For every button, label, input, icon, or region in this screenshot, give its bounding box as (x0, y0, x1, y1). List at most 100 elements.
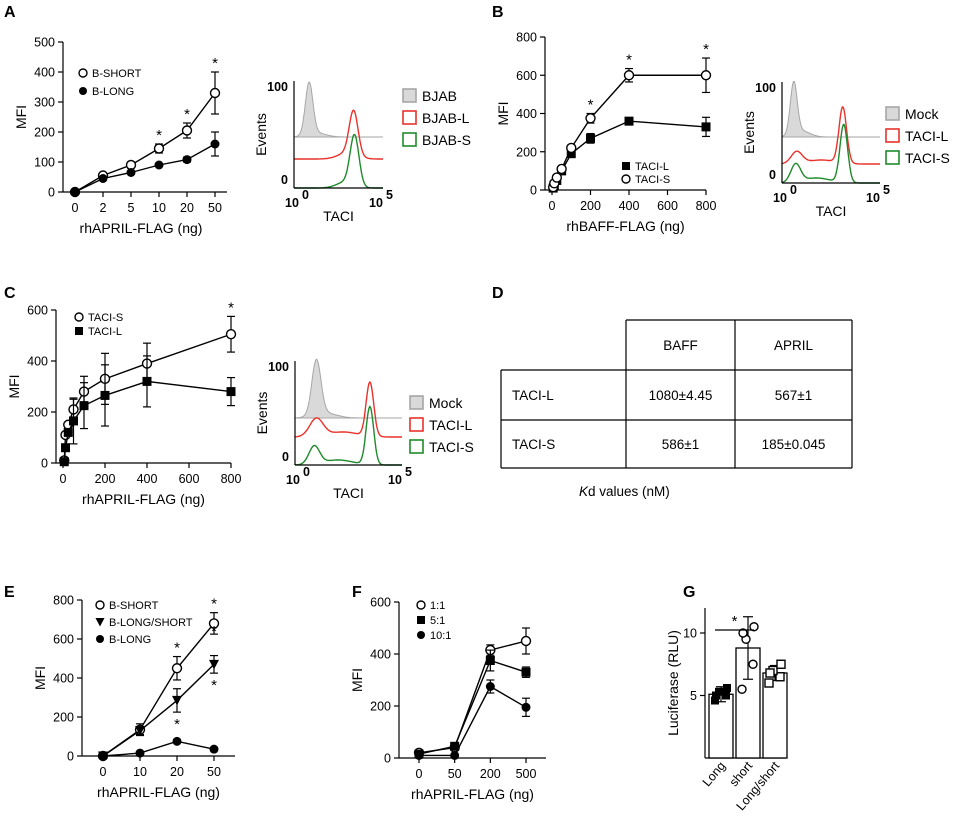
data-point (79, 401, 89, 411)
y-tick-label: 100 (34, 156, 55, 170)
table-header-april: APRIL (774, 338, 814, 353)
legend-marker (95, 600, 105, 610)
data-point (764, 678, 774, 688)
panel-label-g: G (683, 584, 695, 601)
data-point (738, 628, 748, 638)
y-tick-label: 800 (53, 594, 74, 608)
table-cell: 586±1 (662, 437, 699, 452)
kd-table: BAFF APRIL TACI-L 1080±4.45 567±1 TACI-S 586±1… (500, 319, 853, 499)
y-tick-label: 200 (53, 711, 74, 725)
histogram-red (781, 106, 880, 165)
hist-x-left-exp: 0 (303, 465, 310, 479)
legend-label: B-LONG (92, 86, 134, 98)
hist-y-top-label: 100 (755, 81, 776, 95)
legend-swatch-red (885, 128, 900, 143)
y-tick-label: 200 (370, 700, 391, 714)
legend-marker (78, 68, 88, 78)
hist-x-right-label: 10 (388, 473, 402, 487)
y-tick-label: 0 (48, 186, 55, 200)
panel-label-b: B (492, 4, 504, 21)
x-tick-label: 0 (100, 765, 107, 779)
hist-legend: BJAB BJAB-L BJAB-S (402, 88, 471, 148)
significance-star: * (156, 127, 162, 144)
data-point (776, 659, 786, 669)
hist-x-right-label: 10 (866, 191, 880, 205)
data-point (181, 125, 193, 136)
hist-y-axis-label: Events (253, 113, 269, 156)
series-line (552, 74, 706, 188)
data-point (700, 70, 712, 81)
bar-long (708, 693, 734, 759)
legend-marker (95, 618, 105, 627)
x-tick-label: 500 (516, 767, 537, 781)
data-point (225, 329, 237, 340)
legend-label: TACI-L (429, 417, 473, 433)
data-point (485, 656, 495, 665)
table-row-label: TACI-S (512, 437, 555, 452)
x-tick-label: 50 (448, 767, 462, 781)
x-tick-label: 800 (696, 199, 717, 213)
y-tick-label: 400 (27, 355, 48, 369)
legend-label: B-SHORT (92, 68, 142, 80)
data-point (737, 684, 747, 694)
data-point (450, 741, 460, 751)
data-point (521, 702, 531, 712)
x-axis-label: rhAPRIL-FLAG (ng) (411, 786, 534, 802)
legend-swatch-gray (409, 395, 424, 410)
series-line (419, 685, 527, 757)
data-point (566, 149, 576, 159)
data-point (450, 750, 460, 760)
panel-label-f: F (352, 584, 362, 601)
significance-star: * (174, 640, 180, 657)
data-point (100, 390, 110, 400)
legend-marker (417, 616, 425, 624)
data-point (182, 155, 192, 165)
legend-label: TACI-L (635, 161, 669, 173)
hist-y-bottom-label: 0 (282, 450, 289, 464)
histogram-gray (294, 358, 402, 419)
table-cell: 567±1 (775, 388, 812, 403)
y-tick-label: 200 (27, 406, 48, 420)
x-tick-label: 600 (657, 199, 678, 213)
hist-x-right-label: 10 (369, 196, 383, 210)
data-point (749, 622, 759, 632)
legend-label: TACI-S (429, 439, 474, 455)
table-caption: Kd values (nM) (579, 484, 670, 499)
data-point (585, 113, 596, 124)
legend-label: B-LONG/SHORT (109, 617, 193, 629)
y-tick-label: 5 (690, 689, 697, 703)
x-axis-label: rhBAFF-FLAG (ng) (566, 218, 684, 234)
legend-label: BJAB-L (422, 110, 470, 126)
legend-label: Mock (905, 106, 939, 122)
data-point (586, 133, 595, 143)
legend-label: TACI-L (905, 128, 949, 144)
data-point (171, 663, 183, 674)
data-point (711, 696, 719, 705)
x-tick-label: 10 (133, 765, 147, 779)
hist-x-axis-label: TACI (816, 203, 847, 219)
y-tick-label: 0 (41, 457, 48, 471)
legend-marker (622, 162, 630, 170)
x-tick-label: 20 (180, 201, 194, 215)
y-tick-label: 300 (34, 96, 55, 110)
data-point (209, 744, 219, 754)
x-tick-label: 10 (152, 201, 166, 215)
panel-label-d: D (492, 285, 504, 302)
table-row-label: TACI-L (512, 388, 554, 403)
y-axis-label: MFI (32, 666, 48, 690)
legend-marker (74, 312, 84, 322)
data-point (722, 691, 730, 700)
table-header-baff: BAFF (663, 338, 698, 353)
legend: B-SHORT B-LONG (78, 68, 142, 98)
histogram-red (294, 380, 402, 438)
y-tick-label: 600 (27, 304, 48, 318)
data-point (61, 443, 71, 453)
significance-star-lower: * (174, 716, 180, 733)
x-tick-label: 0 (549, 199, 556, 213)
series-5-1 (414, 649, 531, 759)
y-tick-label: 0 (67, 750, 74, 764)
hist-y-bottom-label: 0 (769, 168, 776, 182)
data-point (520, 635, 532, 647)
x-axis-label: rhAPRIL-FLAG (ng) (82, 491, 205, 507)
x-tick-label: 800 (221, 472, 242, 486)
